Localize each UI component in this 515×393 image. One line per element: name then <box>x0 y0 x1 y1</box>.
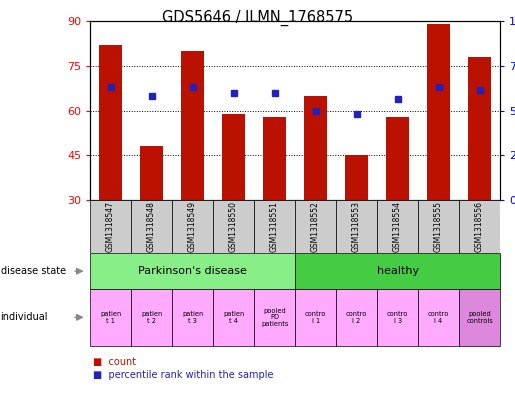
Bar <box>131 200 172 253</box>
Text: GSM1318554: GSM1318554 <box>393 201 402 252</box>
Text: disease state: disease state <box>1 266 65 276</box>
Bar <box>172 200 213 253</box>
Bar <box>254 200 295 253</box>
Text: GSM1318552: GSM1318552 <box>311 201 320 252</box>
Bar <box>377 289 418 346</box>
Bar <box>90 289 131 346</box>
Text: Parkinson's disease: Parkinson's disease <box>138 266 247 276</box>
Text: contro
l 2: contro l 2 <box>346 311 367 323</box>
Text: GSM1318550: GSM1318550 <box>229 201 238 252</box>
Bar <box>90 200 131 253</box>
Text: patien
t 2: patien t 2 <box>141 311 162 323</box>
Text: GSM1318556: GSM1318556 <box>475 201 484 252</box>
Bar <box>336 200 377 253</box>
Bar <box>254 289 295 346</box>
Bar <box>377 200 418 253</box>
Bar <box>295 253 500 289</box>
Text: contro
l 3: contro l 3 <box>387 311 408 323</box>
Text: healthy: healthy <box>376 266 419 276</box>
Bar <box>468 57 491 200</box>
Text: GSM1318555: GSM1318555 <box>434 201 443 252</box>
Text: GSM1318549: GSM1318549 <box>188 201 197 252</box>
Bar <box>427 24 450 200</box>
Text: ■  count: ■ count <box>93 356 136 367</box>
Text: patien
t 4: patien t 4 <box>223 311 244 323</box>
Bar <box>418 200 459 253</box>
Bar <box>295 200 336 253</box>
Bar <box>99 45 122 200</box>
Text: GSM1318548: GSM1318548 <box>147 201 156 252</box>
Bar <box>304 96 327 200</box>
Text: ■  percentile rank within the sample: ■ percentile rank within the sample <box>93 370 273 380</box>
Bar <box>295 289 336 346</box>
Bar <box>459 289 500 346</box>
Bar <box>418 289 459 346</box>
Bar <box>263 117 286 200</box>
Text: pooled
PD
patients: pooled PD patients <box>261 308 288 327</box>
Text: patien
t 1: patien t 1 <box>100 311 121 323</box>
Text: contro
l 4: contro l 4 <box>428 311 449 323</box>
Text: contro
l 1: contro l 1 <box>305 311 327 323</box>
Bar <box>386 117 409 200</box>
Bar <box>131 289 172 346</box>
Text: patien
t 3: patien t 3 <box>182 311 203 323</box>
Bar <box>172 289 213 346</box>
Bar <box>213 200 254 253</box>
Bar <box>336 289 377 346</box>
Bar <box>222 114 245 200</box>
Bar <box>181 51 204 200</box>
Text: GSM1318551: GSM1318551 <box>270 201 279 252</box>
Bar <box>213 289 254 346</box>
Bar <box>459 200 500 253</box>
Text: GSM1318553: GSM1318553 <box>352 201 361 252</box>
Text: GSM1318547: GSM1318547 <box>106 201 115 252</box>
Text: individual: individual <box>1 312 48 322</box>
Text: GDS5646 / ILMN_1768575: GDS5646 / ILMN_1768575 <box>162 10 353 26</box>
Bar <box>346 155 368 200</box>
Text: pooled
controls: pooled controls <box>466 311 493 323</box>
Bar <box>90 253 295 289</box>
Bar <box>141 146 163 200</box>
